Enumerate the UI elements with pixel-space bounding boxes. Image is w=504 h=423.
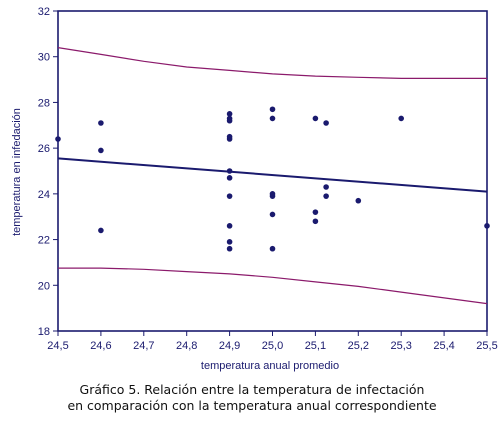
data-point [55, 136, 61, 142]
data-point [269, 211, 276, 218]
data-point [312, 209, 319, 215]
x-tick-label: 25,4 [433, 340, 454, 352]
data-point [98, 227, 104, 234]
x-tick-label: 24,8 [176, 340, 197, 352]
data-point [484, 223, 490, 229]
data-point [323, 184, 329, 190]
x-tick-label: 24,9 [219, 340, 240, 352]
regression-line [57, 157, 488, 193]
data-point [226, 223, 233, 229]
data-point [226, 175, 233, 181]
data-point [269, 106, 276, 113]
data-point [226, 239, 233, 245]
data-point [269, 193, 276, 199]
x-tick-label: 25,3 [390, 340, 411, 352]
data-point [226, 111, 233, 117]
x-tick-label: 25,0 [262, 340, 283, 352]
scatter-chart: 24,5 24,6 24,7 24,8 24,9 25,0 25,1 25,2 25,3 25,4… [11, 6, 498, 372]
y-tick-label: 22 [38, 235, 50, 247]
plot-frame [57, 10, 488, 332]
y-tick-label: 28 [38, 97, 50, 109]
data-point [98, 147, 104, 154]
data-point [312, 218, 319, 225]
y-tick-label: 26 [38, 143, 50, 155]
caption-line-2: en comparación con la temperatura anual … [67, 398, 437, 413]
y-axis-label: temperatura en infedación [11, 108, 23, 236]
data-point [226, 117, 233, 124]
y-tick-label: 30 [38, 52, 50, 64]
x-axis-label: temperatura anual promedio [201, 360, 339, 372]
x-tick-label: 24,6 [90, 340, 111, 352]
data-point [98, 120, 104, 126]
data-point [226, 193, 233, 199]
data-point [226, 245, 233, 252]
data-point [323, 120, 329, 126]
data-point [355, 197, 362, 204]
x-tick-label: 25,1 [305, 340, 326, 352]
figure-caption: Gráfico 5. Relación entre la temperatura… [0, 382, 504, 414]
lower-confidence-band [58, 267, 488, 305]
x-tick-label: 25,2 [348, 340, 369, 352]
caption-line-1: Gráfico 5. Relación entre la temperatura… [79, 382, 425, 397]
upper-confidence-band [57, 47, 487, 79]
y-tick-label: 18 [38, 326, 50, 338]
data-point [269, 245, 276, 252]
data-point [226, 168, 233, 174]
data-point [398, 115, 405, 122]
x-tick-label: 24,7 [133, 340, 154, 352]
data-point [323, 193, 329, 199]
data-point [269, 115, 276, 122]
data-point [226, 136, 233, 142]
x-tick-label: 25,5 [476, 340, 497, 352]
x-tick-label: 24,5 [47, 340, 68, 352]
y-tick-label: 32 [38, 6, 50, 18]
data-point [312, 115, 319, 122]
y-tick-label: 24 [38, 189, 50, 201]
y-tick-label: 20 [38, 280, 50, 292]
